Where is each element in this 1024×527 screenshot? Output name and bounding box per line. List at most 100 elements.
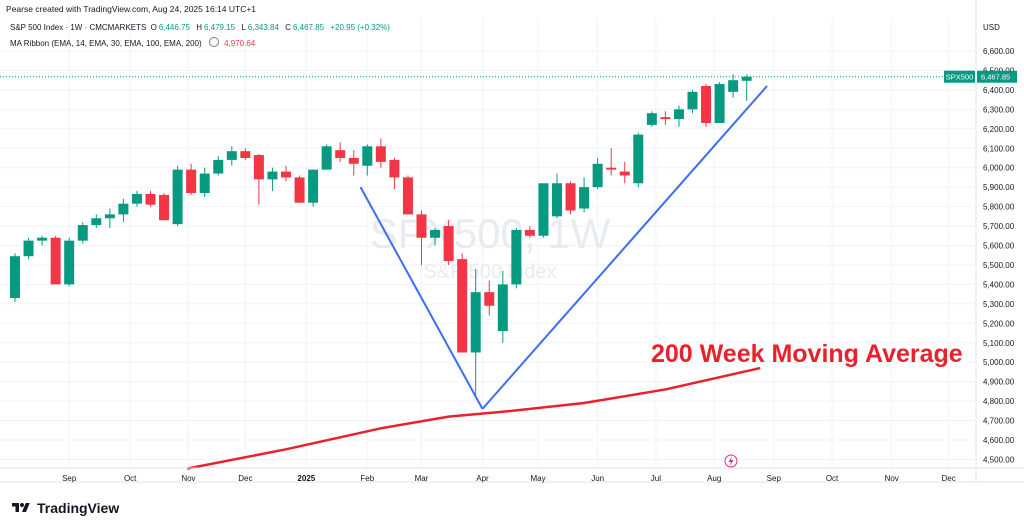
candle-body[interactable] <box>565 183 576 211</box>
candle-body[interactable] <box>538 183 549 236</box>
candle-body[interactable] <box>579 187 590 209</box>
trend-line[interactable] <box>481 85 768 410</box>
ohlc-high: H 6,479.15 <box>196 23 236 32</box>
indicator-value: 4,970.64 <box>224 39 256 48</box>
y-tick-label: 4,900.00 <box>983 378 1015 387</box>
y-tick-label: 5,800.00 <box>983 203 1015 212</box>
candle-body[interactable] <box>145 193 156 205</box>
candle-body[interactable] <box>606 167 617 170</box>
candle-body[interactable] <box>416 214 427 238</box>
candle-body[interactable] <box>511 229 522 285</box>
candle-body[interactable] <box>321 146 332 170</box>
y-tick-label: 6,100.00 <box>983 144 1015 153</box>
x-tick-label: 2025 <box>297 474 315 483</box>
candle-body[interactable] <box>552 183 562 217</box>
candle-body[interactable] <box>362 146 373 166</box>
tradingview-logo-icon <box>12 503 30 512</box>
candle-body[interactable] <box>714 84 725 123</box>
candle-body[interactable] <box>50 237 61 285</box>
y-tick-label: 5,700.00 <box>983 222 1015 231</box>
candle-body[interactable] <box>633 134 644 184</box>
tradingview-brand[interactable]: TradingView <box>10 500 119 516</box>
indicator-name: MA Ribbon (EMA, 14, EMA, 30, EMA, 100, E… <box>10 39 202 48</box>
y-tick-label: 5,500.00 <box>983 261 1015 270</box>
candle-body[interactable] <box>484 292 495 306</box>
candle-body[interactable] <box>64 240 75 285</box>
candle-body[interactable] <box>646 113 657 125</box>
y-tick-label: 6,600.00 <box>983 47 1015 56</box>
candle-body[interactable] <box>402 177 413 215</box>
currency-label: USD <box>983 23 1000 32</box>
candle-body[interactable] <box>701 86 712 123</box>
x-tick-label: Nov <box>181 474 195 483</box>
candle-body[interactable] <box>619 171 630 176</box>
brand-name: TradingView <box>37 500 120 516</box>
y-tick-label: 5,000.00 <box>983 358 1015 367</box>
candle-body[interactable] <box>199 173 210 193</box>
x-tick-label: May <box>530 474 545 483</box>
candle-body[interactable] <box>37 237 48 241</box>
price-tag-symbol-bg <box>944 70 975 83</box>
candle-body[interactable] <box>524 229 535 236</box>
x-tick-label: Aug <box>707 474 721 483</box>
candle-body[interactable] <box>118 203 129 215</box>
y-tick-label: 5,100.00 <box>983 339 1015 348</box>
y-tick-label: 4,800.00 <box>983 397 1015 406</box>
candle-body[interactable] <box>23 240 34 257</box>
candle-body[interactable] <box>457 259 468 353</box>
candle-body[interactable] <box>308 169 319 203</box>
x-tick-label: Feb <box>360 474 374 483</box>
eye-slash-icon[interactable] <box>208 37 219 47</box>
y-tick-label: 5,900.00 <box>983 183 1015 192</box>
price-tag-value-bg <box>977 70 1017 83</box>
candle-body[interactable] <box>375 146 386 162</box>
ma-annotation-label: 200 Week Moving Average <box>651 340 963 368</box>
candle-body[interactable] <box>131 193 142 204</box>
watermark-name: S&P 500 Index <box>423 261 556 283</box>
candle-body[interactable] <box>240 151 251 158</box>
y-tick-label: 4,600.00 <box>983 436 1015 445</box>
candle-body[interactable] <box>91 218 102 226</box>
ohlc-close: C 6,467.85 <box>285 23 325 32</box>
trend-line[interactable] <box>359 186 484 410</box>
candle-body[interactable] <box>281 171 291 178</box>
candle-body[interactable] <box>267 171 278 180</box>
indicator-legend: MA Ribbon (EMA, 14, EMA, 30, EMA, 100, E… <box>10 36 257 48</box>
candle-body[interactable] <box>213 159 224 174</box>
candle-body[interactable] <box>592 163 603 188</box>
candle-body[interactable] <box>104 214 115 219</box>
ohlc-low: L 6,343.84 <box>241 23 279 32</box>
x-tick-label: Sep <box>767 474 782 483</box>
y-tick-label: 4,500.00 <box>983 455 1015 464</box>
candle-body[interactable] <box>172 169 183 225</box>
candle-body[interactable] <box>673 109 684 120</box>
candle-body[interactable] <box>430 229 441 238</box>
candle-body[interactable] <box>335 150 346 158</box>
x-tick-label: Sep <box>62 474 77 483</box>
candle-body[interactable] <box>226 151 237 160</box>
candle-body[interactable] <box>10 256 20 299</box>
ma200-line[interactable] <box>186 366 761 470</box>
candle-body[interactable] <box>159 194 170 221</box>
candle-body[interactable] <box>728 80 739 92</box>
candle-body[interactable] <box>443 226 454 262</box>
candle-body[interactable] <box>660 117 671 120</box>
y-tick-label: 5,400.00 <box>983 280 1015 289</box>
candle-body[interactable] <box>741 76 752 81</box>
x-tick-label: Oct <box>124 474 137 483</box>
candle-body[interactable] <box>253 155 264 180</box>
y-tick-label: 6,300.00 <box>983 105 1015 114</box>
x-tick-label: Mar <box>415 474 429 483</box>
candle-body[interactable] <box>348 157 359 164</box>
candle-body[interactable] <box>470 292 481 353</box>
candle-body[interactable] <box>294 177 305 203</box>
candle-body[interactable] <box>389 159 400 178</box>
candle-body[interactable] <box>77 225 88 241</box>
y-tick-label: 5,300.00 <box>983 300 1015 309</box>
candle-body[interactable] <box>497 284 508 332</box>
ohlc-open: O 6,446.75 <box>150 23 190 32</box>
candle-body[interactable] <box>186 169 197 193</box>
candle-body[interactable] <box>687 91 698 110</box>
x-tick-label: Dec <box>238 474 252 483</box>
